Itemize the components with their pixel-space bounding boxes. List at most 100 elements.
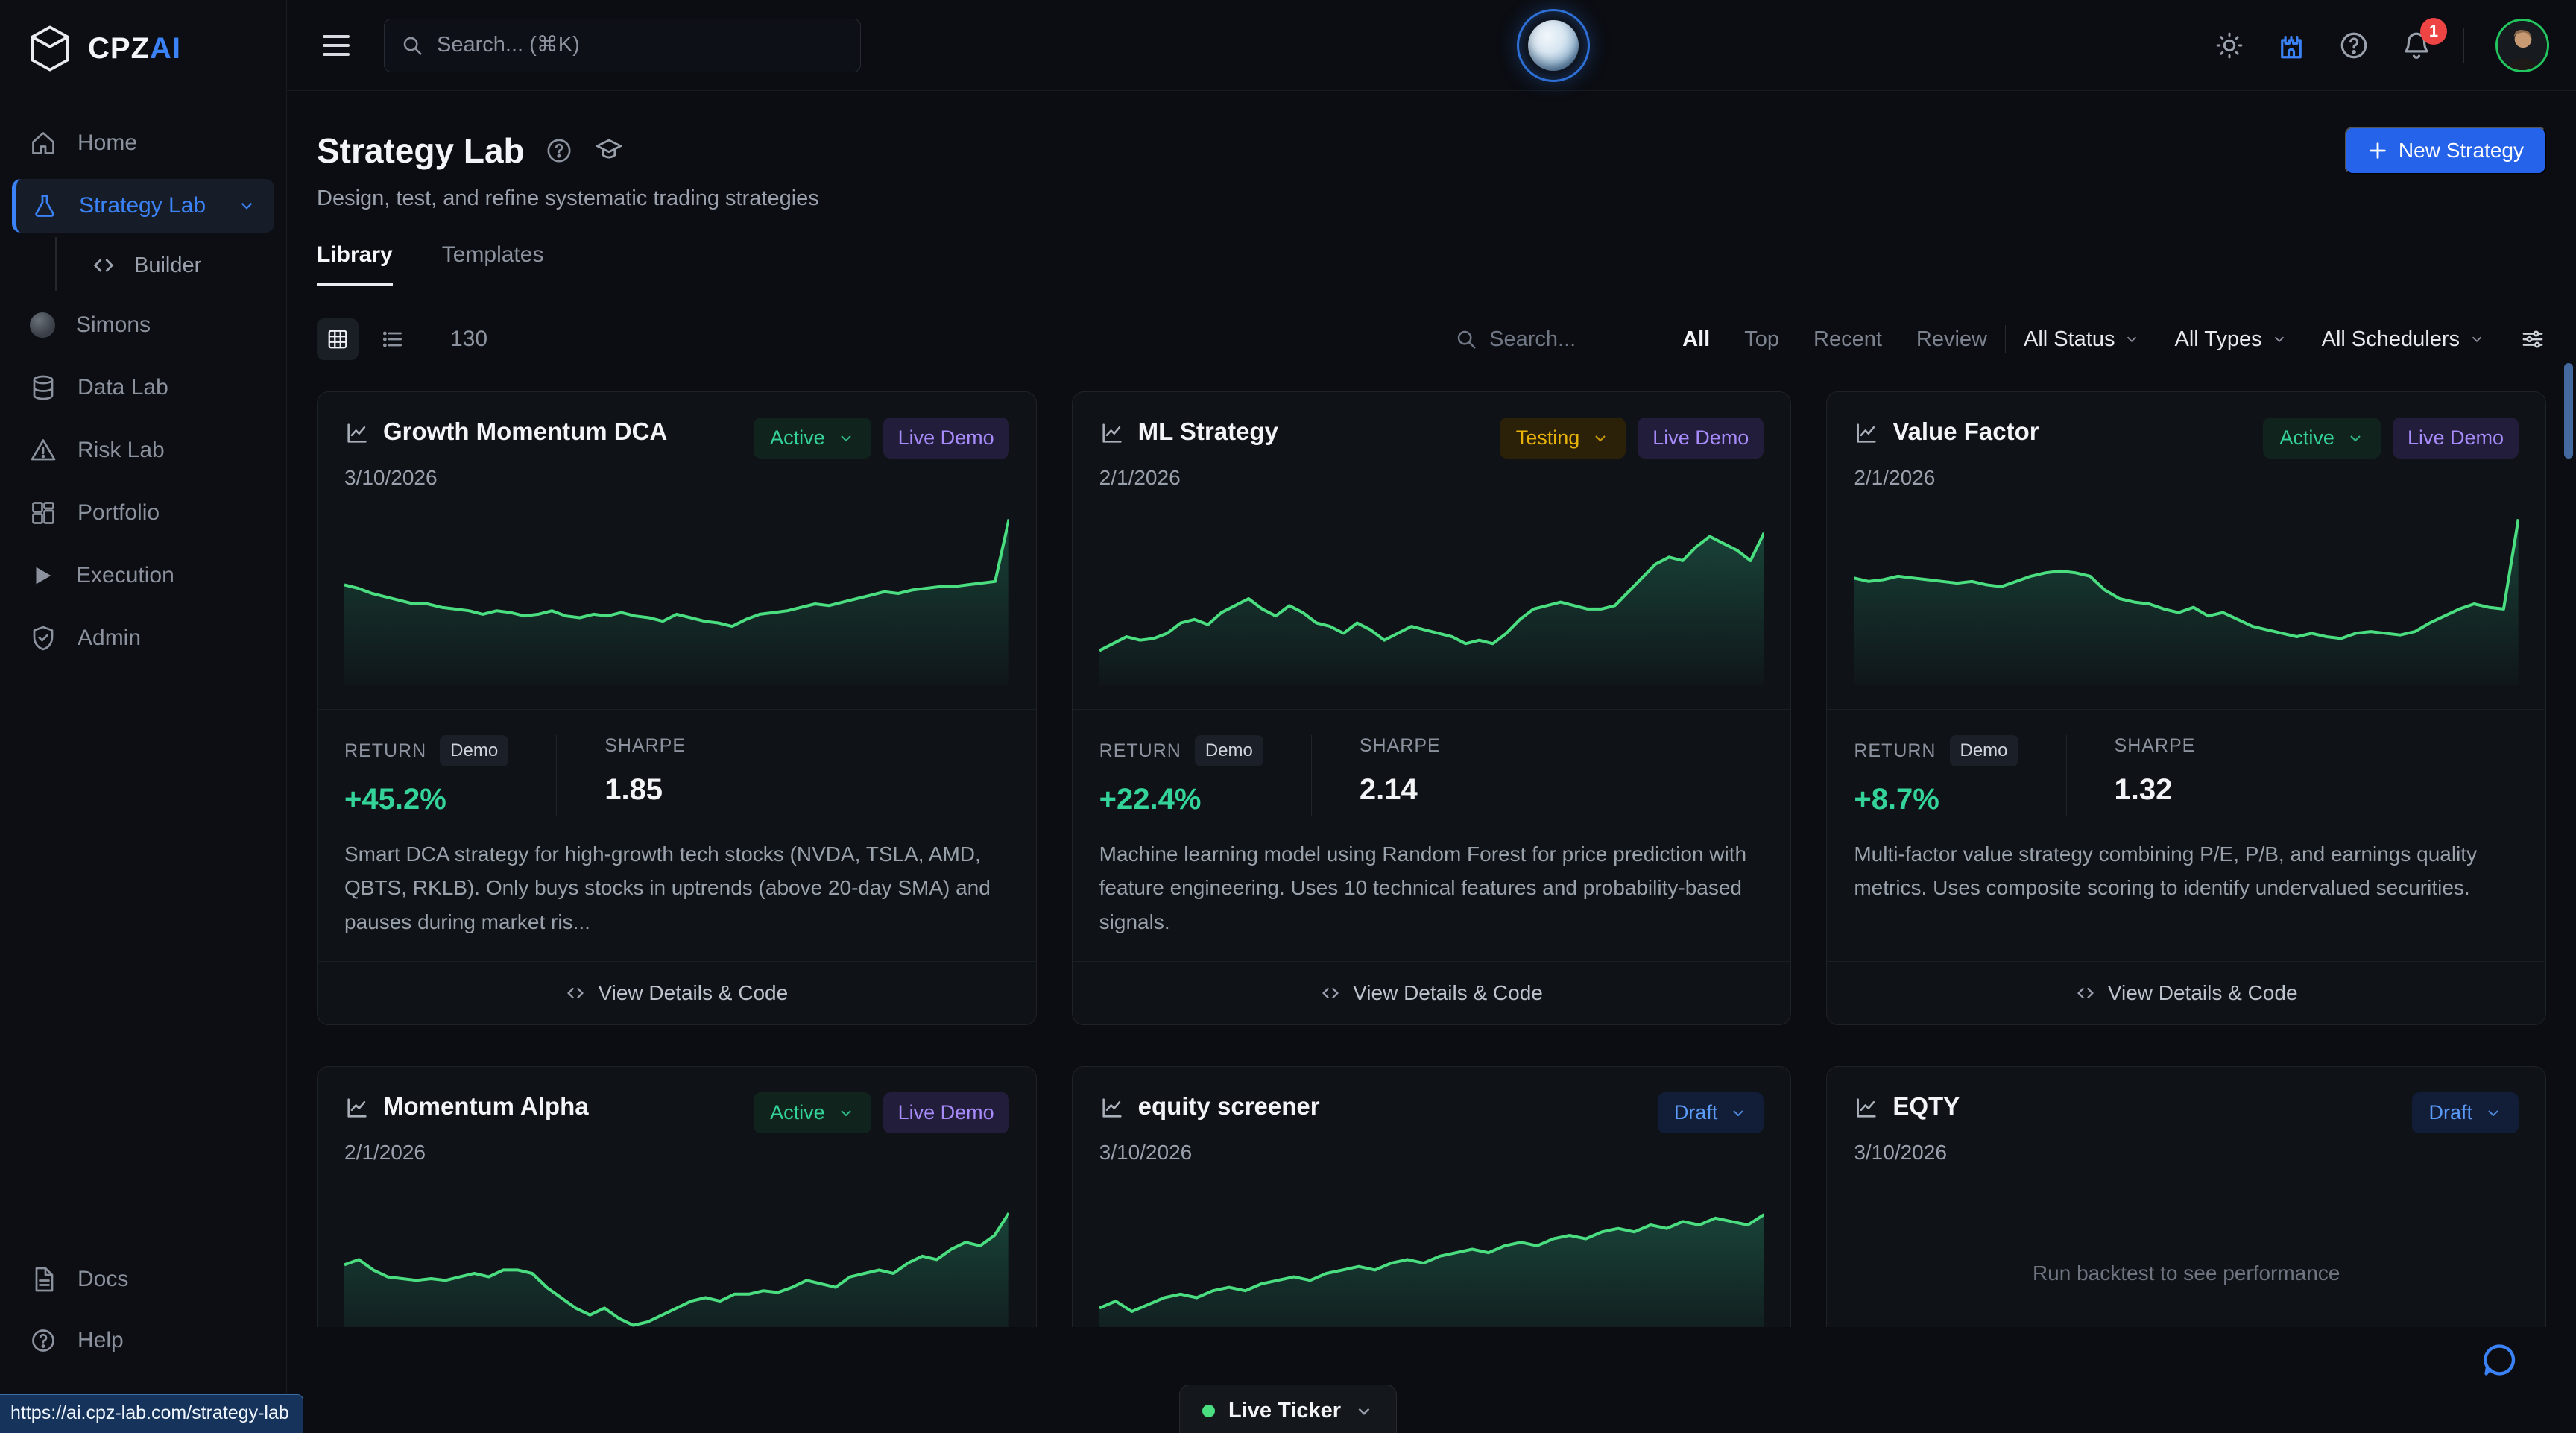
sidebar-item-risk-lab[interactable]: Risk Lab bbox=[12, 423, 274, 477]
status-pill[interactable]: Draft bbox=[2412, 1092, 2519, 1134]
card-title: EQTY bbox=[1892, 1092, 1960, 1121]
grid-view-button[interactable] bbox=[317, 318, 359, 360]
quick-filter-all[interactable]: All bbox=[1682, 327, 1711, 351]
status-pill[interactable]: Draft bbox=[1657, 1092, 1764, 1134]
card-metrics: RETURN Demo +45.2% SHARPE 1.85 bbox=[318, 709, 1036, 822]
strategy-card[interactable]: Value Factor Active Live Demo 2/1/2026 R… bbox=[1826, 391, 2546, 1026]
notifications-bell-icon[interactable]: 1 bbox=[2401, 17, 2447, 61]
scrollbar-thumb[interactable] bbox=[2564, 363, 2573, 459]
tutorial-cap-icon[interactable] bbox=[593, 135, 625, 166]
castle-icon[interactable] bbox=[2276, 30, 2307, 61]
sidebar-footer: Docs Help bbox=[0, 1253, 286, 1433]
strategy-card[interactable]: EQTY Draft 3/10/2026 Run backtest to see… bbox=[1826, 1066, 2546, 1327]
sharpe-metric: SHARPE 1.85 bbox=[557, 735, 686, 816]
sidebar-item-execution[interactable]: Execution bbox=[12, 549, 274, 602]
card-header: Growth Momentum DCA Active Live Demo bbox=[318, 392, 1036, 459]
strategy-card[interactable]: Growth Momentum DCA Active Live Demo 3/1… bbox=[317, 391, 1037, 1026]
new-strategy-label: New Strategy bbox=[2398, 139, 2524, 162]
sparkline-chart bbox=[1099, 1187, 1764, 1327]
sidebar-item-simons[interactable]: Simons bbox=[12, 298, 274, 352]
theme-toggle-sun-icon[interactable] bbox=[2214, 31, 2244, 60]
chevron-down-icon bbox=[1595, 435, 1606, 441]
sidebar-item-label: Docs bbox=[78, 1267, 129, 1291]
card-title: Momentum Alpha bbox=[383, 1092, 589, 1121]
sharpe-value: 1.32 bbox=[2114, 773, 2173, 806]
strategy-card[interactable]: equity screener Draft 3/10/2026 RETURN B… bbox=[1071, 1066, 1792, 1327]
list-view-button[interactable] bbox=[372, 318, 414, 360]
user-avatar[interactable] bbox=[2496, 18, 2549, 72]
new-strategy-button[interactable]: New Strategy bbox=[2344, 127, 2546, 174]
quick-filter-recent[interactable]: Recent bbox=[1813, 327, 1882, 351]
sidebar-item-admin[interactable]: Admin bbox=[12, 611, 274, 665]
strategy-card[interactable]: Momentum Alpha Active Live Demo 2/1/2026… bbox=[317, 1066, 1037, 1327]
sidebar-item-home[interactable]: Home bbox=[12, 116, 274, 170]
chat-bubble-icon[interactable] bbox=[2481, 1341, 2519, 1379]
quick-filter-top[interactable]: Top bbox=[1744, 327, 1779, 351]
tab-templates[interactable]: Templates bbox=[441, 242, 544, 267]
live-demo-badge: Live Demo bbox=[2392, 418, 2519, 459]
sharpe-label: SHARPE bbox=[604, 735, 686, 756]
quick-filter-review[interactable]: Review bbox=[1916, 327, 1987, 351]
live-ticker-toggle[interactable]: Live Ticker bbox=[1178, 1385, 1398, 1433]
sharpe-metric: SHARPE 2.14 bbox=[1312, 735, 1441, 816]
return-label: RETURN bbox=[1099, 740, 1181, 761]
sidebar-item-help[interactable]: Help bbox=[12, 1314, 274, 1367]
view-details-link[interactable]: View Details & Code bbox=[1072, 961, 1791, 1024]
filter-controls: All Top Recent Review All Status All Typ… bbox=[1455, 325, 2546, 353]
sidebar-item-strategy-lab[interactable]: Strategy Lab bbox=[12, 179, 274, 233]
return-label: RETURN bbox=[1854, 740, 1936, 761]
card-header: Momentum Alpha Active Live Demo bbox=[318, 1067, 1036, 1134]
orb-core bbox=[1528, 20, 1579, 71]
card-badges: Draft bbox=[2412, 1092, 2519, 1134]
sidebar-item-builder[interactable]: Builder bbox=[12, 237, 274, 291]
chevron-down-icon bbox=[2488, 1109, 2498, 1116]
sparkline-chart bbox=[344, 1187, 1009, 1327]
chevron-down-icon bbox=[840, 1109, 851, 1116]
global-search[interactable] bbox=[384, 18, 861, 72]
card-badges: Active Live Demo bbox=[2263, 418, 2519, 459]
filter-search[interactable] bbox=[1455, 327, 1647, 352]
card-header: Value Factor Active Live Demo bbox=[1827, 392, 2545, 459]
view-details-link[interactable]: View Details & Code bbox=[318, 961, 1036, 1024]
filter-search-input[interactable] bbox=[1489, 327, 1647, 352]
help-circle-icon[interactable] bbox=[2338, 30, 2370, 61]
assistant-orb[interactable] bbox=[1517, 9, 1590, 82]
line-chart-icon bbox=[1099, 421, 1125, 446]
status-pill[interactable]: Active bbox=[754, 418, 871, 459]
sidebar-item-portfolio[interactable]: Portfolio bbox=[12, 486, 274, 540]
return-value: +8.7% bbox=[1854, 783, 1939, 816]
home-icon bbox=[30, 130, 57, 157]
sidebar-item-docs[interactable]: Docs bbox=[12, 1253, 274, 1306]
card-date: 2/1/2026 bbox=[344, 1141, 426, 1165]
card-title: ML Strategy bbox=[1137, 418, 1278, 445]
sidebar-item-label: Admin bbox=[78, 626, 142, 650]
advanced-filters-icon[interactable] bbox=[2519, 326, 2546, 353]
brand-logo[interactable]: CPZAI bbox=[0, 0, 286, 94]
code-icon bbox=[2077, 988, 2094, 999]
status-filter-dropdown[interactable]: All Status bbox=[2024, 327, 2141, 352]
search-icon bbox=[401, 34, 423, 57]
sidebar-item-label: Data Lab bbox=[78, 375, 168, 400]
type-filter-dropdown[interactable]: All Types bbox=[2174, 327, 2287, 352]
sharpe-value: 2.14 bbox=[1359, 773, 1418, 806]
status-pill[interactable]: Testing bbox=[1499, 418, 1626, 459]
status-pill[interactable]: Active bbox=[2263, 418, 2381, 459]
sharpe-label: SHARPE bbox=[2114, 735, 2196, 756]
sidebar-item-data-lab[interactable]: Data Lab bbox=[12, 361, 274, 415]
strategy-card[interactable]: ML Strategy Testing Live Demo 2/1/2026 R… bbox=[1071, 391, 1792, 1026]
status-pill[interactable]: Active bbox=[754, 1092, 871, 1134]
shield-check-icon bbox=[30, 625, 57, 652]
tab-library[interactable]: Library bbox=[317, 242, 393, 286]
status-label: Active bbox=[770, 1101, 825, 1124]
scheduler-filter-dropdown[interactable]: All Schedulers bbox=[2322, 327, 2485, 352]
search-input[interactable] bbox=[437, 33, 844, 57]
hamburger-menu-icon[interactable] bbox=[323, 34, 350, 56]
view-details-link[interactable]: View Details & Code bbox=[1827, 961, 2545, 1024]
dropdown-label: All Status bbox=[2023, 327, 2115, 351]
card-date: 2/1/2026 bbox=[1854, 466, 1936, 489]
card-badges: Draft bbox=[1657, 1092, 1764, 1134]
page-help-icon[interactable] bbox=[544, 136, 574, 166]
grid-layout-icon bbox=[30, 500, 57, 526]
code-icon bbox=[1322, 988, 1339, 999]
sidebar-nav: Home Strategy Lab Builder Simons bbox=[0, 116, 286, 665]
